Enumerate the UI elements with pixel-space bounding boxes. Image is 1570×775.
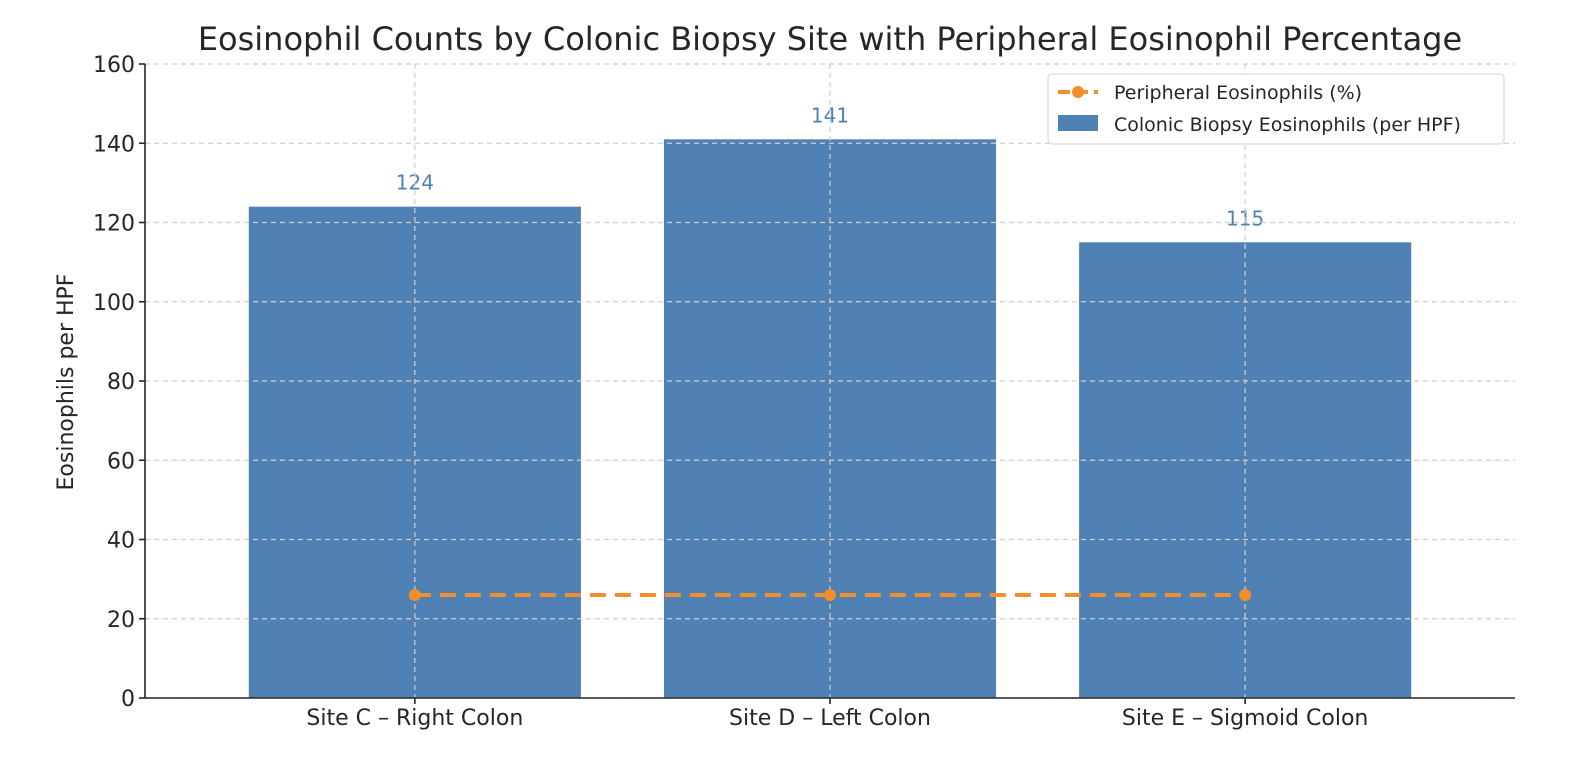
x-tick-label: Site D – Left Colon	[729, 706, 931, 731]
peripheral-eosinophil-point-1	[408, 588, 421, 601]
x-tick-label: Site C – Right Colon	[306, 706, 523, 731]
y-tick-label: 40	[107, 529, 135, 554]
y-tick-label: 100	[93, 291, 135, 316]
legend-label-bar: Colonic Biopsy Eosinophils (per HPF)	[1114, 114, 1461, 136]
peripheral-eosinophil-point-2	[824, 588, 836, 601]
y-tick-label: 0	[121, 687, 135, 712]
chart-title: Eosinophil Counts by Colonic Biopsy Site…	[198, 20, 1462, 58]
y-tick-label: 140	[93, 132, 135, 157]
y-tick-label: 80	[107, 370, 135, 395]
y-tick-label: 160	[93, 53, 135, 78]
y-tick-label: 120	[93, 212, 135, 237]
y-tick-label: 20	[107, 608, 135, 633]
line-layer	[408, 588, 1252, 601]
legend-bar-swatch	[1058, 115, 1098, 131]
bar-value-label: 141	[811, 103, 849, 127]
legend-line-marker	[1072, 86, 1084, 98]
peripheral-eosinophil-point-3	[1239, 588, 1252, 601]
y-tick-label: 60	[107, 449, 135, 474]
y-axis-label: Eosinophils per HPF	[54, 274, 79, 491]
axis-layer: 0 20 40 60 80 100 120 140 160 Site C – Right Colo…	[93, 53, 1515, 731]
legend-label-line: Peripheral Eosinophils (%)	[1114, 82, 1362, 104]
x-tick-label: Site E – Sigmoid Colon	[1122, 706, 1368, 731]
legend: Peripheral Eosinophils (%) Colonic Biopsy…	[1047, 73, 1505, 145]
legend-frame	[1047, 73, 1505, 145]
